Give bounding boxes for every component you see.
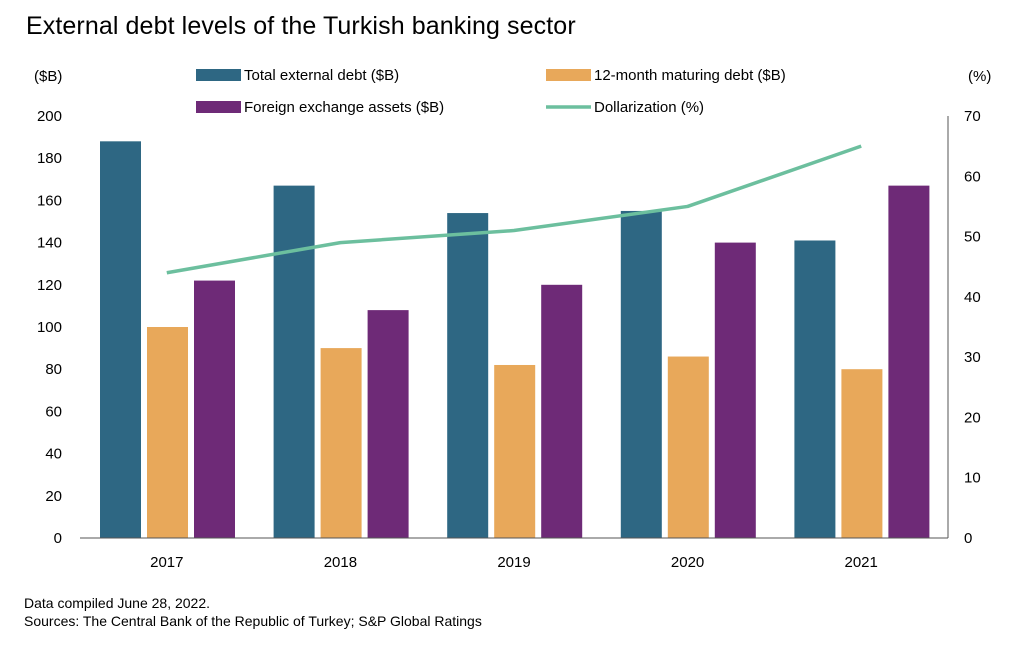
- bar-12-month-maturing-debt-b-2020: [667, 356, 709, 538]
- bar-total-external-debt-b-2017: [100, 141, 141, 538]
- bar-foreign-exchange-assets-b-2019: [541, 284, 583, 538]
- bar-total-external-debt-b-2019: [447, 213, 489, 538]
- bar-12-month-maturing-debt-b-2017: [147, 327, 188, 538]
- data-compiled-note: Data compiled June 28, 2022.: [24, 595, 211, 611]
- y-right-tick-label: 10: [964, 470, 981, 487]
- bar-total-external-debt-b-2018: [273, 185, 315, 538]
- y-right-tick-label: 70: [964, 108, 981, 125]
- y-left-tick-label: 100: [37, 319, 62, 336]
- y-right-axis-label: (%): [968, 68, 991, 85]
- chart-title: External debt levels of the Turkish bank…: [26, 12, 576, 40]
- bar-foreign-exchange-assets-b-2021: [888, 185, 930, 538]
- bars-group: [100, 141, 930, 539]
- bar-foreign-exchange-assets-b-2018: [367, 310, 409, 538]
- y-left-tick-label: 60: [45, 403, 62, 420]
- chart-notes: Data compiled June 28, 2022. Sources: Th…: [24, 594, 482, 630]
- legend-label-foreign-exchange-assets-b: Foreign exchange assets ($B): [244, 99, 444, 116]
- sources-note: Sources: The Central Bank of the Republi…: [24, 613, 482, 629]
- x-tick-label-2017: 2017: [150, 554, 183, 571]
- bar-12-month-maturing-debt-b-2018: [320, 348, 362, 538]
- y-right-tick-label: 0: [964, 530, 972, 547]
- y-left-tick-label: 40: [45, 446, 62, 463]
- line-dollarization: [166, 144, 862, 275]
- legend-label-total-external-debt-b: Total external debt ($B): [244, 67, 399, 84]
- y-right-tick-label: 30: [964, 349, 981, 366]
- legend-swatch-total-external-debt-b: [196, 69, 241, 81]
- y-left-tick-label: 80: [45, 361, 62, 378]
- x-tick-label-2019: 2019: [497, 554, 530, 571]
- x-tick-label-2021: 2021: [845, 554, 878, 571]
- x-tick-label-2018: 2018: [324, 554, 357, 571]
- chart-svg: 0 20 40 60 80 100 120 140 160 180 200 0 10 20 30 40 50 60…: [34, 67, 991, 571]
- bar-total-external-debt-b-2021: [794, 240, 836, 539]
- legend: Total external debt ($B) 12-month maturin…: [196, 67, 786, 116]
- bar-12-month-maturing-debt-b-2021: [841, 369, 883, 538]
- y-left-tick-label: 200: [37, 108, 62, 125]
- y-left-tick-label: 180: [37, 150, 62, 167]
- bar-12-month-maturing-debt-b-2019: [494, 364, 536, 538]
- bar-foreign-exchange-assets-b-2020: [714, 242, 756, 538]
- legend-label-dollarization: Dollarization (%): [594, 99, 704, 116]
- axes-group: 0 20 40 60 80 100 120 140 160 180 200 0 10 20 30 40 50 60…: [34, 68, 991, 571]
- y-left-tick-label: 120: [37, 277, 62, 294]
- y-left-tick-label: 160: [37, 192, 62, 209]
- legend-label-12-month-maturing-debt-b: 12-month maturing debt ($B): [594, 67, 786, 84]
- y-left-tick-label: 140: [37, 235, 62, 252]
- bar-total-external-debt-b-2020: [620, 210, 662, 538]
- y-left-axis-label: ($B): [34, 68, 62, 85]
- y-right-tick-label: 50: [964, 229, 981, 246]
- y-left-tick-label: 20: [45, 488, 62, 505]
- y-left-tick-label: 0: [54, 530, 62, 547]
- legend-swatch-foreign-exchange-assets-b: [196, 101, 241, 113]
- bar-foreign-exchange-assets-b-2017: [194, 280, 235, 538]
- legend-swatch-12-month-maturing-debt-b: [546, 69, 591, 81]
- y-right-tick-label: 60: [964, 168, 981, 185]
- x-tick-label-2020: 2020: [671, 554, 704, 571]
- dollarization-line-group: [166, 144, 862, 275]
- y-right-tick-label: 40: [964, 289, 981, 306]
- y-right-tick-label: 20: [964, 409, 981, 426]
